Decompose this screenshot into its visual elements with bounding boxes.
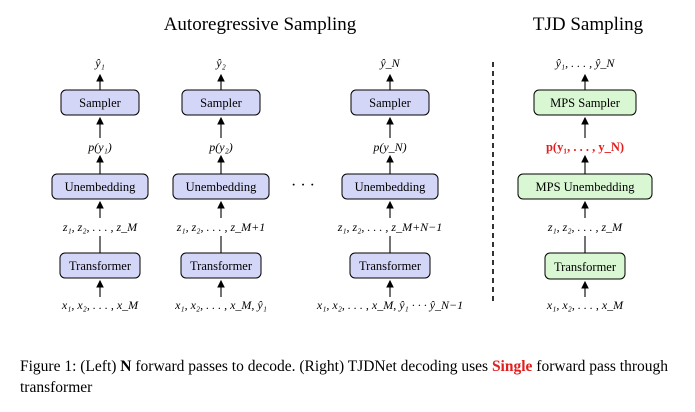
joint-probability-label: p(y₁, . . . , y_N) xyxy=(546,140,624,154)
sampling-diagram: Autoregressive Sampling TJD Sampling · ·… xyxy=(51,14,653,312)
transformer-box xyxy=(59,252,141,279)
transformer-box xyxy=(349,252,431,279)
inputs-label: x₁, x₂, . . . , x_M xyxy=(546,298,624,312)
sampler-label: Sampler xyxy=(200,96,242,110)
mps-unembedding-label: MPS Unembedding xyxy=(536,180,636,194)
unembedding-box xyxy=(172,173,270,200)
transformer-box xyxy=(180,252,262,279)
mps-sampler-label: MPS Sampler xyxy=(550,96,621,110)
caption-single-highlight: Single xyxy=(491,358,533,375)
mps-unembedding-box xyxy=(517,173,653,200)
probability-label: p(y_N) xyxy=(372,140,406,154)
caption-part1: Figure 1: (Left) xyxy=(20,358,121,375)
unembedding-label: Unembedding xyxy=(186,180,258,194)
inputs-label: x₁, x₂, . . . , x_M xyxy=(61,298,139,312)
latents-label: z₁, z₂, . . . , z_M+N−1 xyxy=(337,220,443,234)
latents-label: z₁, z₂, . . . , z_M xyxy=(547,220,623,234)
unembedding-label: Unembedding xyxy=(355,180,427,194)
caption-bold-n: N xyxy=(120,358,132,375)
sampler-box xyxy=(350,89,430,116)
column-3: ŷ_N Sampler p(y_N) Unembedding z₁, z₂, .… xyxy=(316,56,463,312)
sampler-label: Sampler xyxy=(369,96,411,110)
sampler-box xyxy=(181,89,261,116)
transformer-label: Transformer xyxy=(554,260,617,274)
column-tjd: ŷ₁, . . . , ŷ_N MPS Sampler p(y₁, . . . … xyxy=(517,56,653,312)
transformer-box xyxy=(544,252,626,280)
probability-label: p(y₂) xyxy=(208,140,233,154)
unembedding-box xyxy=(341,173,439,200)
sampler-label: Sampler xyxy=(79,96,121,110)
column-1: ŷ₁ Sampler p(y₁) Unembedding z₁, z₂, . .… xyxy=(51,56,149,312)
inputs-label: x₁, x₂, . . . , x_M, ŷ₁ · · · ŷ_N−1 xyxy=(316,298,463,312)
autoregressive-title: Autoregressive Sampling xyxy=(164,14,357,35)
probability-label: p(y₁) xyxy=(87,140,112,154)
latents-label: z₁, z₂, . . . , z_M xyxy=(62,220,138,234)
column-2: ŷ₂ Sampler p(y₂) Unembedding z₁, z₂, . .… xyxy=(172,56,270,312)
figure-caption: Figure 1: (Left) N forward passes to dec… xyxy=(20,356,680,398)
transformer-label: Transformer xyxy=(359,259,422,273)
ellipsis: · · · xyxy=(291,177,315,194)
unembedding-label: Unembedding xyxy=(65,180,137,194)
output-label: ŷ₂ xyxy=(215,56,226,70)
output-label: ŷ₁ xyxy=(94,56,105,70)
transformer-label: Transformer xyxy=(69,259,132,273)
sampler-box xyxy=(60,89,140,116)
caption-part3: forward pass through transformer xyxy=(20,358,669,396)
inputs-label: x₁, x₂, . . . , x_M, ŷ₁ xyxy=(174,298,267,312)
output-label: ŷ_N xyxy=(379,56,400,70)
latents-label: z₁, z₂, . . . , z_M+1 xyxy=(176,220,265,234)
output-label: ŷ₁, . . . , ŷ_N xyxy=(555,56,616,70)
unembedding-box xyxy=(51,173,149,200)
transformer-label: Transformer xyxy=(190,259,253,273)
tjd-title: TJD Sampling xyxy=(533,14,644,35)
caption-part2: forward passes to decode. (Right) TJDNet… xyxy=(131,358,492,375)
mps-sampler-box xyxy=(533,89,637,116)
